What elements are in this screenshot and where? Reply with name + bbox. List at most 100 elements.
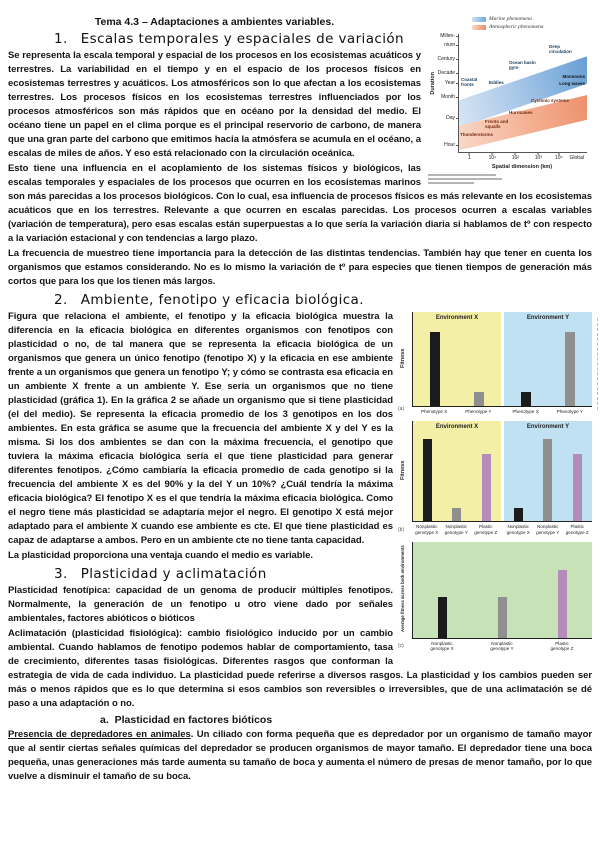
y-tick-mark <box>456 145 459 146</box>
x-tick-label: Nonplastic genotype Y <box>490 640 514 652</box>
x-tick-label: Nonplastic genotype Y <box>536 524 560 535</box>
x-tick-mark <box>514 152 516 155</box>
band-label: Long waves <box>559 81 585 86</box>
bar-nonplastic-genotype-x <box>514 508 524 522</box>
predators-term: Presencia de depredadores en animales <box>8 729 191 740</box>
x-tick-label: Plastic genotype Z <box>550 640 574 652</box>
panel-title: Environment Y <box>526 424 570 431</box>
legend-label: Marine phenomena <box>489 16 532 22</box>
x-tick-mark <box>491 152 493 155</box>
subsection-number: a. <box>100 714 109 726</box>
figure-caption-illegible-line <box>428 182 474 184</box>
x-tick-label: Nonplastic genotype X <box>415 524 439 535</box>
band-label: Monsoons <box>562 74 586 79</box>
y-tick-mark <box>456 45 459 46</box>
figure-fitness-stack: Fitness Environment X Environment Y Phenoty… <box>398 312 598 658</box>
section-3-heading: 3. Plasticidad y aclimatación <box>8 566 592 582</box>
x-tick-label: Phenotype X <box>512 409 539 414</box>
definition-text: : cambio fisiológico inducido por un cam… <box>8 628 592 709</box>
y-axis-title: Average fitness across both environments <box>400 545 405 633</box>
x-tick-label: Plastic genotype Z <box>565 524 589 535</box>
chart-panel <box>413 541 592 638</box>
y-tick-mark <box>456 36 459 37</box>
y-axis-title: Duration <box>430 72 436 95</box>
paragraph-scales-2: Esto tiene una influencia en el acoplami… <box>8 163 592 244</box>
chart-panel: Environment Y <box>504 312 592 406</box>
bar-nonplastic-genotype-y <box>543 439 553 522</box>
scales-bands-layer: Coastal fronts Eddies Ocean basin gyre Deep… <box>459 34 587 152</box>
bar-nonplastic-genotype-y <box>452 508 462 522</box>
x-tick-label: 10² <box>511 155 519 161</box>
section-title: Ambiente, fenotipo y eficacia biológica. <box>80 292 364 308</box>
y-tick-mark <box>456 83 459 84</box>
figure-caption-illegible <box>428 174 592 184</box>
bar-plastic-genotype-z <box>557 569 567 638</box>
legend-item-marine: Marine phenomena <box>472 16 592 22</box>
figure-average-fitness: Average fitness across both environments… <box>398 541 592 652</box>
figure-caption-illegible-line <box>428 174 496 176</box>
chart-panel: Environment X <box>413 421 501 522</box>
scales-plot-area: Coastal fronts Eddies Ocean basin gyre Deep… <box>437 33 587 161</box>
y-axis-title: Fitness <box>400 348 406 368</box>
panel-letter-label: (a) <box>398 406 405 413</box>
x-tick-label: 10⁴ <box>554 155 563 161</box>
x-tick-label: 10¹ <box>488 155 496 161</box>
section-1-heading: 1. Escalas temporales y espaciales de va… <box>8 31 592 47</box>
x-tick-label: Nonplastic genotype X <box>506 524 530 535</box>
x-tick-label: Nonplastic genotype Y <box>444 524 468 535</box>
definition-phenotypic-plasticity: Plasticidad fenotípica: capacidad de un … <box>8 584 592 626</box>
bar-nonplastic-genotype-x <box>423 439 433 522</box>
y-tick-label: Month <box>441 94 455 100</box>
band-label: Cyclonic systems <box>531 98 570 103</box>
chart-panel: Environment X <box>413 312 501 406</box>
section-number: 1. <box>54 31 68 47</box>
y-tick-label: Millen- <box>440 33 455 39</box>
x-axis-title: Spatial dimension (km) <box>491 164 553 170</box>
x-tick-label: Phenotype Y <box>556 409 583 414</box>
x-tick-mark <box>537 152 539 155</box>
figure-source-note-illegible <box>597 318 598 410</box>
bar-nonplastic-genotype-x <box>438 596 448 638</box>
paragraph-sampling: La frecuencia de muestreo tiene importan… <box>8 248 592 287</box>
paragraph-fitness: Figura que relaciona el ambiente, el fen… <box>8 311 393 546</box>
bar-plastic-genotype-z <box>572 454 582 522</box>
legend-item-atmospheric: Atmospheric phenomena <box>472 24 592 30</box>
section-title: Escalas temporales y espaciales de varia… <box>80 31 404 47</box>
predators-text: . Un ciliado con forma pequeña que es de… <box>8 729 592 782</box>
bar-plastic-genotype-z <box>481 454 491 522</box>
band-label: Eddies <box>489 80 504 85</box>
y-tick-mark <box>456 73 459 74</box>
band-label: Thunderstorms <box>460 132 494 137</box>
section-title: Plasticidad y aclimatación <box>80 566 267 582</box>
figure-scales-diagram: Marine phenomena Atmospheric phenomena D… <box>428 16 592 186</box>
band-label: Ocean basin gyre <box>509 60 536 71</box>
band-label: Fronts and squalls <box>485 119 509 130</box>
chart-panel: Environment Y <box>504 421 592 522</box>
figure-fitness-phenotypes: Fitness Environment X Environment Y Phenoty… <box>398 312 598 414</box>
panel-title: Environment X <box>435 424 479 431</box>
x-tick-label: 1 <box>467 155 471 161</box>
x-tick-label: Global <box>569 155 584 161</box>
scales-legend: Marine phenomena Atmospheric phenomena <box>472 16 592 30</box>
paragraph-plasticity-advantage: La plasticidad proporciona una ventaja c… <box>8 550 313 561</box>
definition-acclimation: Aclimatación (plasticidad fisiológica): … <box>8 627 592 711</box>
x-tick-label: Plastic genotype Z <box>474 524 498 535</box>
y-tick-label: nium <box>444 42 455 48</box>
x-tick-label: Phenotype X <box>420 409 448 414</box>
panel-title: Environment X <box>435 315 479 321</box>
y-tick-mark <box>456 97 459 98</box>
figure-caption-illegible-line <box>428 178 502 180</box>
band-label: Deep circulation <box>549 44 572 55</box>
subsection-a-heading: a. Plasticidad en factores bióticos <box>8 714 592 726</box>
y-tick-label: Century <box>437 56 455 62</box>
y-axis-title: Fitness <box>400 460 406 480</box>
atmospheric-swatch-icon <box>472 24 486 30</box>
section-2-heading: 2. Ambiente, fenotipo y eficacia biológi… <box>8 292 592 308</box>
definition-term: Aclimatación (plasticidad fisiológica) <box>8 628 179 639</box>
y-tick-mark <box>456 118 459 119</box>
y-tick-mark <box>456 59 459 60</box>
x-tick-label: 10³ <box>534 155 542 161</box>
y-tick-label: Hour <box>444 142 455 148</box>
panel-letter-label: (b) <box>398 526 405 533</box>
